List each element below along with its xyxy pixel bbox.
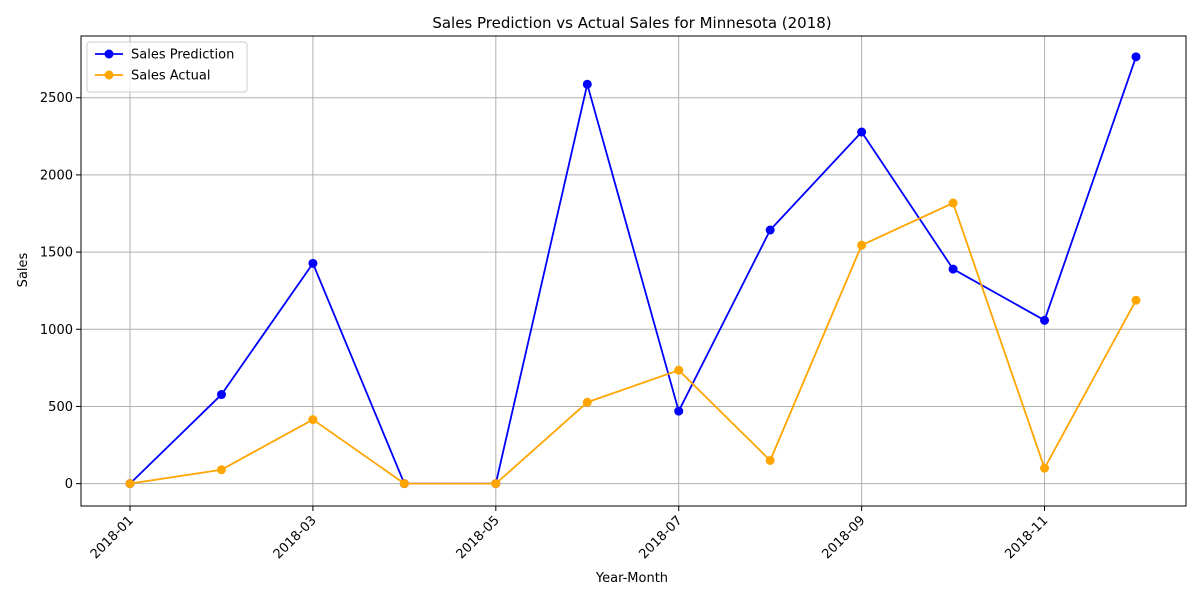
data-point-sales-actual	[125, 479, 135, 489]
data-point-sales-actual	[1131, 295, 1141, 305]
data-point-sales-prediction	[1131, 52, 1141, 62]
x-tick-label: 2018-03	[271, 513, 320, 562]
data-point-sales-prediction	[216, 390, 226, 400]
data-point-sales-prediction	[582, 79, 592, 89]
x-tick-label: 2018-07	[637, 513, 686, 562]
axis-layer: 2018-01 2018-03 2018-05 2018-07 2018-09 2018-…	[40, 91, 1051, 562]
series-sales-actual	[125, 198, 1141, 489]
data-point-sales-actual	[1040, 463, 1050, 473]
data-point-sales-actual	[308, 415, 318, 425]
data-point-sales-actual	[491, 479, 501, 489]
data-point-sales-actual	[857, 240, 867, 250]
series-sales-prediction	[125, 52, 1141, 489]
legend-label: Sales Actual	[131, 69, 210, 84]
data-point-sales-prediction	[948, 264, 958, 274]
x-tick-label: 2018-11	[1002, 513, 1051, 562]
plot-frame	[80, 35, 1187, 507]
legend-swatch-marker	[104, 70, 114, 80]
legend: Sales Prediction Sales Actual	[86, 41, 248, 93]
y-tick-label: 1500	[40, 246, 73, 261]
data-point-sales-prediction	[765, 225, 775, 235]
y-tick-label: 500	[48, 400, 73, 415]
data-point-sales-actual	[582, 397, 592, 407]
x-tick-label: 2018-01	[88, 513, 137, 562]
y-tick-label: 1000	[40, 323, 73, 338]
legend-item: Sales Prediction	[95, 48, 234, 63]
grid-layer	[81, 36, 1186, 506]
legend-label: Sales Prediction	[131, 48, 234, 63]
y-tick-label: 2000	[40, 168, 73, 183]
legend-item: Sales Actual	[95, 69, 210, 84]
data-point-sales-actual	[948, 198, 958, 208]
x-tick-label: 2018-05	[454, 513, 503, 562]
data-point-sales-prediction	[308, 258, 318, 268]
chart-title: Sales Prediction vs Actual Sales for Min…	[432, 14, 831, 32]
x-axis-label: Year-Month	[595, 571, 668, 586]
legend-swatch-marker	[104, 49, 114, 59]
y-tick-label: 2500	[40, 91, 73, 106]
data-point-sales-actual	[399, 479, 409, 489]
x-tick-label: 2018-09	[819, 513, 868, 562]
series-line-sales-actual	[129, 202, 1137, 485]
data-point-sales-prediction	[674, 406, 684, 416]
y-tick-label: 0	[65, 477, 73, 492]
data-point-sales-prediction	[857, 127, 867, 137]
series-line-sales-prediction	[129, 56, 1137, 485]
legend-box	[86, 41, 248, 93]
data-point-sales-prediction	[1040, 315, 1050, 325]
series-layer	[125, 52, 1141, 489]
data-point-sales-actual	[674, 365, 684, 375]
data-point-sales-actual	[216, 465, 226, 475]
data-point-sales-actual	[765, 455, 775, 465]
y-axis-label: Sales	[16, 252, 31, 287]
